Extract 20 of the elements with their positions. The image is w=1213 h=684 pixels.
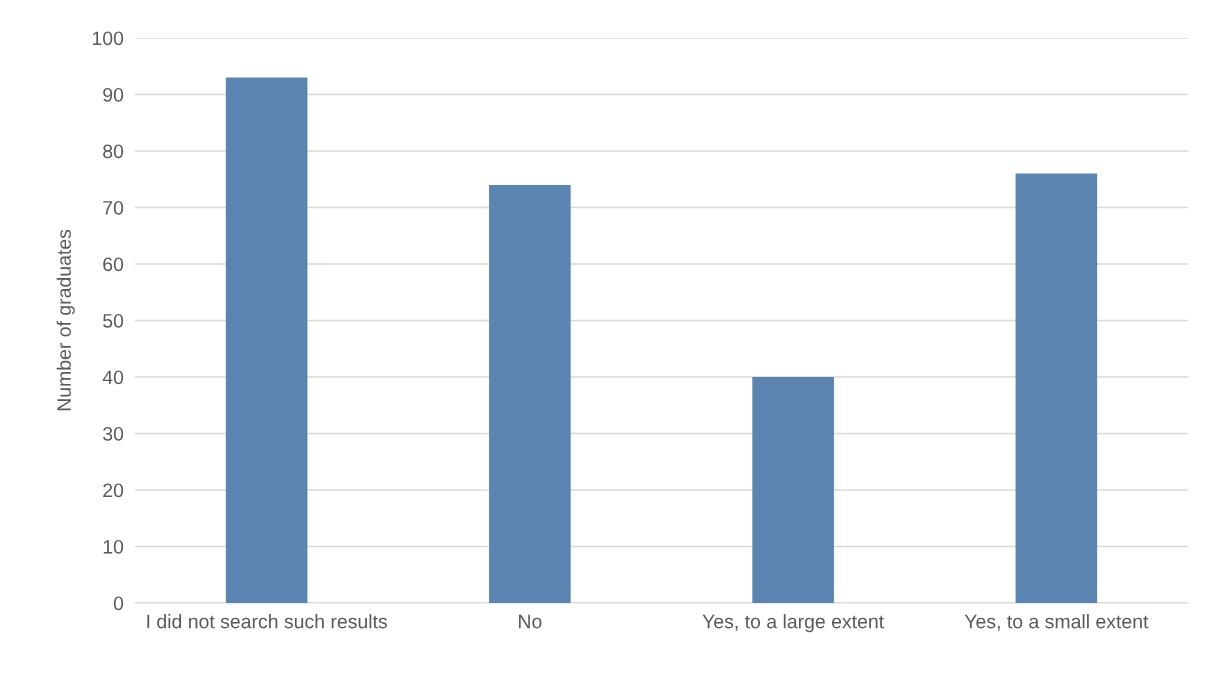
y-tick-label: 100 (92, 31, 124, 46)
y-tick-label: 40 (102, 370, 124, 385)
y-axis-title: Number of graduates (56, 229, 75, 411)
bar (1015, 173, 1098, 603)
y-tick-label: 70 (103, 200, 124, 215)
y-tick-label: 0 (113, 596, 124, 611)
x-tick-label: No (519, 614, 542, 629)
bar (489, 184, 571, 603)
y-tick-label: 80 (103, 144, 124, 159)
y-tick-label: 50 (103, 313, 124, 328)
y-tick-label: 90 (103, 87, 124, 102)
y-tick-label: 10 (103, 539, 124, 554)
bar (225, 77, 308, 603)
x-tick-label: I did not search such results (147, 614, 387, 629)
y-tick-label: 30 (103, 426, 124, 441)
y-tick-label: 60 (103, 257, 124, 272)
bar (752, 377, 834, 603)
x-tick-label: Yes, to a small extent (964, 614, 1149, 631)
y-tick-label: 20 (103, 483, 124, 498)
x-tick-label: Yes, to a large extent (702, 614, 884, 633)
